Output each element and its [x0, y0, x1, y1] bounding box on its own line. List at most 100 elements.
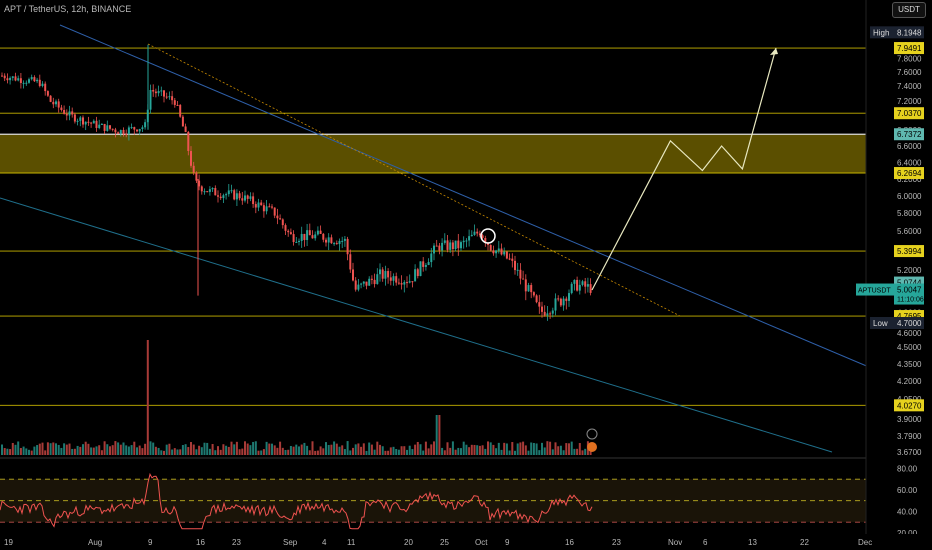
- candle-body: [514, 260, 516, 271]
- volume-bar: [111, 445, 114, 455]
- volume-bar: [462, 441, 465, 455]
- volume-bar: [303, 442, 306, 455]
- rsi-line: [0, 472, 593, 530]
- volume-bar: [157, 447, 160, 455]
- candle-body: [381, 269, 384, 279]
- candle-body: [217, 195, 219, 197]
- candle-body: [416, 269, 419, 277]
- volume-bar: [419, 444, 422, 455]
- candle-body: [254, 204, 257, 208]
- volume-bar: [478, 445, 481, 455]
- flash-icon[interactable]: [586, 428, 598, 440]
- candle-body: [368, 278, 371, 286]
- candle-body: [19, 78, 22, 83]
- candle-body: [354, 280, 357, 290]
- level-tag-value: 7.0370: [897, 109, 922, 118]
- volume-bar: [424, 441, 427, 455]
- volume-bar: [308, 450, 311, 455]
- volume-bar: [354, 444, 357, 455]
- resistance-zone: [0, 134, 866, 174]
- volume-bar: [422, 450, 425, 455]
- price-tick-label: 4.2000: [897, 377, 922, 386]
- volume-bar: [6, 448, 9, 455]
- candle-body: [589, 284, 592, 293]
- volume-bar: [532, 442, 535, 455]
- candle-body: [136, 129, 138, 132]
- candle-body: [573, 279, 576, 284]
- price-tick-label: 3.7900: [897, 432, 922, 441]
- volume-bar: [406, 449, 408, 455]
- volume-bar: [208, 448, 211, 455]
- volume-bar: [503, 442, 506, 455]
- level-tag-value: 5.0744: [897, 279, 922, 288]
- volume-bar: [522, 441, 525, 455]
- volume-bar: [217, 446, 219, 455]
- volume-bar: [76, 445, 79, 455]
- volume-bar: [403, 446, 406, 455]
- candle-body: [530, 285, 533, 293]
- candle-body: [211, 188, 214, 190]
- candle-body: [330, 237, 333, 244]
- volume-bar: [557, 446, 560, 455]
- candle-body: [130, 127, 133, 129]
- volume-bar: [14, 444, 17, 455]
- volume-bar: [73, 448, 76, 455]
- candle-body: [559, 298, 562, 306]
- currency-button[interactable]: USDT: [892, 2, 926, 18]
- candle-body: [154, 91, 157, 94]
- candle-body: [441, 242, 444, 251]
- volume-bar: [25, 448, 28, 455]
- volume-bar: [130, 445, 133, 455]
- volume-bar: [559, 445, 562, 455]
- volume-bar: [154, 446, 157, 455]
- volume-bar: [149, 441, 152, 455]
- candle-body: [586, 284, 589, 287]
- level-tag-value: 4.7695: [897, 312, 922, 321]
- candle-body: [198, 180, 201, 187]
- candle-body: [470, 234, 473, 237]
- candle-body: [87, 121, 90, 123]
- candle-body: [551, 310, 554, 314]
- candle-body: [30, 77, 33, 80]
- volume-bar: [92, 447, 95, 455]
- volume-bar: [41, 442, 44, 455]
- candle-body: [338, 240, 341, 245]
- candle-body: [341, 240, 344, 242]
- candle-body: [165, 96, 168, 98]
- time-axis[interactable]: 19 Aug 9 16 23 Sep 4 11 20 25 Oct 9 16 23 Nov 6 13 22 Dec: [0, 534, 932, 550]
- price-axis[interactable]: 8.00007.80007.60007.40007.20007.00006.80…: [856, 0, 932, 550]
- volume-bar: [562, 450, 565, 455]
- level-tag-label: High: [873, 28, 889, 37]
- candle-body: [144, 122, 147, 128]
- time-tick-label: Sep: [283, 538, 298, 547]
- candle-body: [298, 240, 300, 242]
- volume-bar: [381, 446, 384, 455]
- volume-bar: [465, 444, 468, 455]
- candle-body: [430, 253, 433, 263]
- candle-body: [554, 298, 557, 311]
- volume-bar: [362, 443, 365, 455]
- candle-body: [49, 95, 52, 102]
- volume-bar: [187, 447, 190, 455]
- candle-body: [117, 132, 120, 134]
- countdown-value: 11:10:06: [897, 297, 924, 304]
- projection-path: [591, 47, 777, 291]
- volume-bar: [165, 444, 168, 455]
- volume-bar: [44, 450, 47, 455]
- candle-body: [497, 248, 500, 251]
- volume-bar: [200, 447, 203, 455]
- current-price-value: 5.0047: [897, 286, 922, 295]
- candle-body: [233, 190, 236, 200]
- volume-bar: [211, 444, 214, 455]
- volume-bar: [449, 447, 452, 455]
- candle-body: [230, 190, 233, 192]
- candle-body: [190, 151, 192, 166]
- candle-body: [287, 230, 290, 233]
- earnings-icon[interactable]: [587, 442, 597, 452]
- volume-bar: [146, 340, 149, 455]
- volume-bar: [368, 442, 371, 455]
- candle-body: [235, 193, 238, 200]
- volume-bar: [570, 441, 573, 455]
- volume-bar: [163, 450, 165, 455]
